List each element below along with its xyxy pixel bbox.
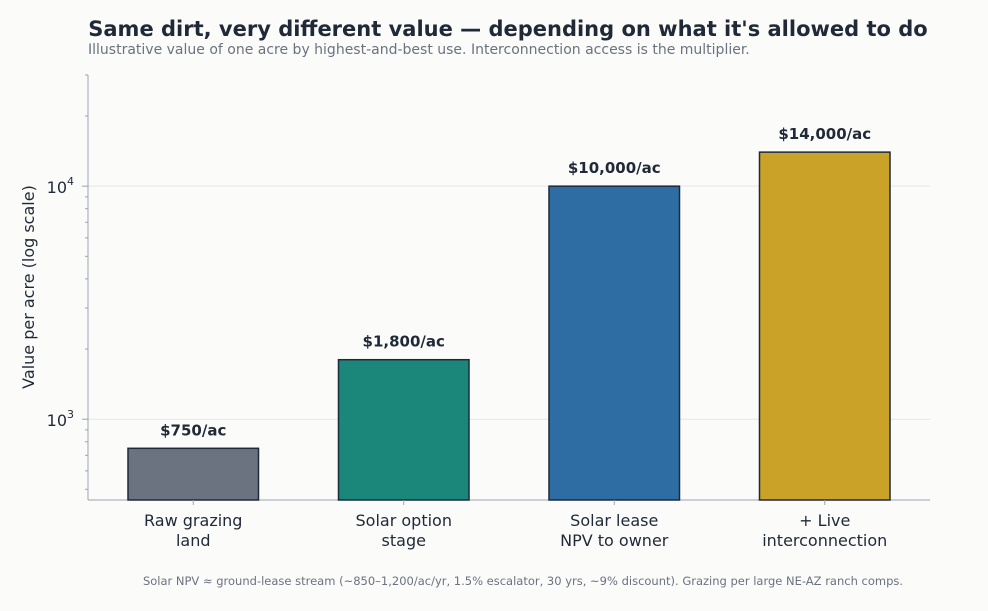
bar	[337, 358, 470, 501]
bars	[127, 151, 891, 501]
data-label: $750/ac	[160, 421, 226, 439]
data-labels: $750/ac $1,800/ac $10,000/ac $14,000/ac	[160, 125, 871, 439]
data-label: $14,000/ac	[778, 125, 871, 143]
y-axis-label: Value per acre (log scale)	[19, 185, 38, 389]
chart-title: Same dirt, very different value — depend…	[88, 17, 928, 41]
x-tick-label: stage	[382, 531, 426, 550]
x-tick-label: interconnection	[762, 531, 887, 550]
bar	[758, 151, 891, 501]
x-tick-label: + Live	[799, 511, 850, 530]
x-tick-label: Raw grazing	[144, 511, 242, 530]
x-tick-label: NPV to owner	[560, 531, 669, 550]
data-label: $1,800/ac	[363, 333, 445, 351]
x-tick-label: land	[176, 531, 211, 550]
y-tick-label: 104	[47, 175, 74, 197]
chart-subtitle: Illustrative value of one acre by highes…	[88, 42, 750, 58]
y-axis-ticks: 103 104	[47, 74, 88, 490]
x-tick-label: Solar option	[356, 511, 452, 530]
bar	[127, 447, 260, 501]
bar	[548, 185, 681, 501]
y-tick-label: 103	[47, 408, 74, 430]
chart-footnote: Solar NPV ≈ ground-lease stream (~850–1,…	[142, 574, 904, 588]
data-label: $10,000/ac	[568, 159, 661, 177]
x-tick-label: Solar lease	[570, 511, 658, 530]
